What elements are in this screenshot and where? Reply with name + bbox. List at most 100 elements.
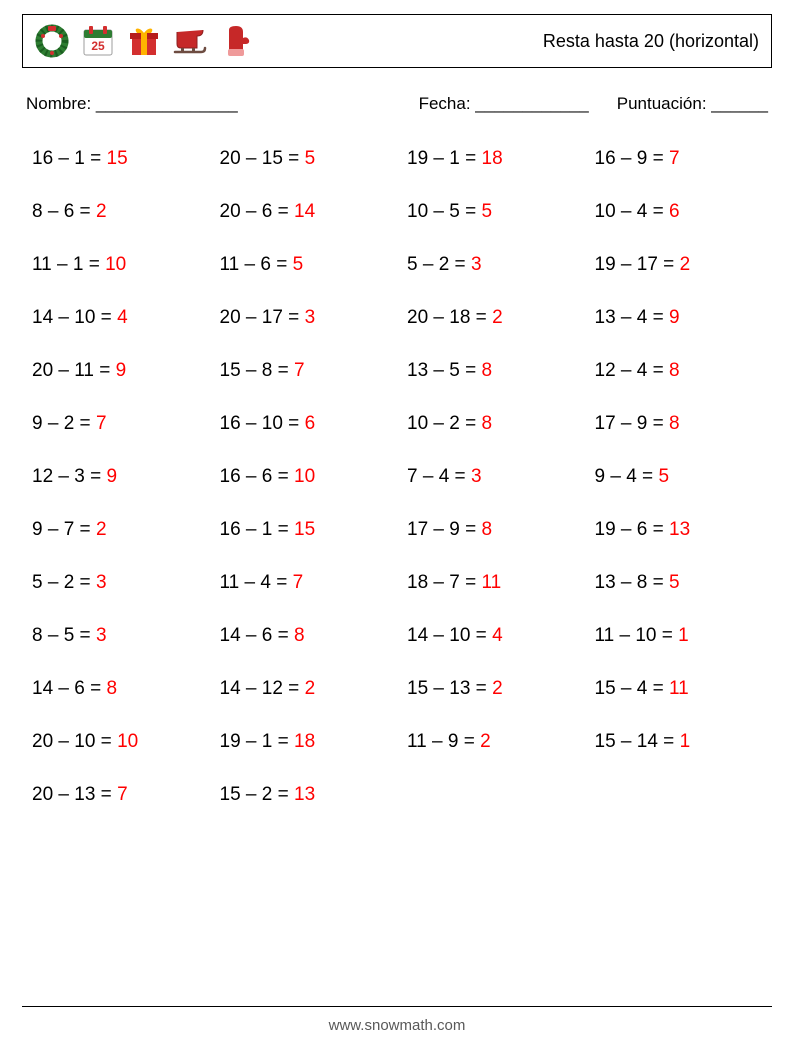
operand-b: 7 (449, 572, 460, 593)
problem-cell: 20 – 13 = 7 (32, 784, 210, 806)
answer: 8 (669, 360, 680, 381)
operand-b: 6 (262, 625, 273, 646)
operand-b: 8 (262, 360, 273, 381)
operand-a: 11 (407, 731, 427, 752)
problem-cell: 10 – 4 = 6 (595, 201, 773, 223)
answer: 15 (107, 148, 128, 169)
operand-a: 10 (595, 201, 616, 222)
sleigh-icon (173, 24, 207, 58)
operand-a: 20 (32, 731, 53, 752)
info-row: Nombre: _______________ Fecha: _________… (22, 94, 772, 114)
operand-b: 17 (262, 307, 283, 328)
answer: 8 (482, 360, 493, 381)
answer: 3 (471, 254, 482, 275)
operand-b: 4 (626, 466, 637, 487)
answer: 2 (680, 254, 691, 275)
operand-a: 9 (32, 413, 43, 434)
problem-cell: 5 – 2 = 3 (407, 254, 585, 276)
answer: 5 (658, 466, 669, 487)
answer: 8 (294, 625, 305, 646)
operand-a: 10 (407, 413, 428, 434)
answer: 10 (117, 731, 138, 752)
answer: 7 (294, 360, 305, 381)
operand-b: 14 (637, 731, 658, 752)
operand-b: 17 (637, 254, 658, 275)
operand-a: 14 (32, 678, 53, 699)
problem-cell: 15 – 8 = 7 (220, 360, 398, 382)
operand-b: 6 (637, 519, 648, 540)
operand-b: 1 (73, 254, 84, 275)
answer: 7 (96, 413, 107, 434)
answer: 1 (680, 731, 691, 752)
operand-b: 4 (637, 360, 648, 381)
answer: 9 (116, 360, 127, 381)
footer-text: www.snowmath.com (22, 1007, 772, 1050)
operand-a: 9 (595, 466, 606, 487)
operand-b: 2 (64, 572, 75, 593)
answer: 8 (107, 678, 118, 699)
problem-cell: 19 – 1 = 18 (407, 148, 585, 170)
operand-b: 15 (262, 148, 283, 169)
problem-cell: 17 – 9 = 8 (407, 519, 585, 541)
answer: 8 (482, 519, 493, 540)
operand-a: 14 (220, 678, 241, 699)
problem-cell: 16 – 10 = 6 (220, 413, 398, 435)
calendar-icon: 25 (81, 24, 115, 58)
answer: 7 (293, 572, 304, 593)
answer: 2 (96, 201, 107, 222)
operand-b: 9 (448, 731, 459, 752)
problem-cell: 13 – 8 = 5 (595, 572, 773, 594)
problem-cell: 20 – 6 = 14 (220, 201, 398, 223)
mitten-icon (219, 24, 253, 58)
operand-b: 9 (637, 148, 648, 169)
worksheet-title: Resta hasta 20 (horizontal) (543, 31, 759, 52)
problem-cell: 10 – 5 = 5 (407, 201, 585, 223)
problem-cell: 11 – 10 = 1 (595, 625, 773, 647)
operand-b: 2 (262, 784, 273, 805)
operand-b: 12 (262, 678, 283, 699)
operand-a: 12 (595, 360, 616, 381)
problem-cell: 11 – 9 = 2 (407, 731, 585, 753)
problem-cell: 12 – 3 = 9 (32, 466, 210, 488)
problem-cell: 5 – 2 = 3 (32, 572, 210, 594)
operand-b: 6 (262, 466, 273, 487)
operand-a: 20 (32, 784, 53, 805)
answer: 9 (107, 466, 118, 487)
operand-a: 13 (595, 572, 616, 593)
operand-a: 19 (220, 731, 241, 752)
operand-b: 11 (74, 360, 94, 381)
problem-cell: 20 – 10 = 10 (32, 731, 210, 753)
operand-b: 10 (74, 731, 95, 752)
gift-icon (127, 24, 161, 58)
answer: 7 (669, 148, 680, 169)
answer: 2 (480, 731, 491, 752)
operand-a: 11 (32, 254, 52, 275)
answer: 13 (294, 784, 315, 805)
operand-b: 10 (74, 307, 95, 328)
problem-cell: 14 – 10 = 4 (407, 625, 585, 647)
problem-cell: 18 – 7 = 11 (407, 572, 585, 594)
operand-a: 19 (407, 148, 428, 169)
operand-a: 17 (407, 519, 428, 540)
icon-row: 25 (35, 24, 253, 58)
problem-cell: 17 – 9 = 8 (595, 413, 773, 435)
operand-b: 2 (449, 413, 460, 434)
operand-a: 13 (407, 360, 428, 381)
operand-a: 16 (595, 148, 616, 169)
answer: 8 (482, 413, 493, 434)
operand-b: 10 (262, 413, 283, 434)
answer: 18 (294, 731, 315, 752)
name-label: Nombre: _______________ (26, 94, 238, 114)
operand-a: 13 (595, 307, 616, 328)
operand-b: 9 (449, 519, 460, 540)
answer: 10 (294, 466, 315, 487)
score-label: Puntuación: ______ (617, 94, 768, 114)
operand-b: 5 (449, 360, 460, 381)
operand-a: 14 (32, 307, 53, 328)
answer: 2 (492, 307, 503, 328)
answer: 3 (96, 625, 107, 646)
info-right: Fecha: ____________ Puntuación: ______ (419, 94, 768, 114)
operand-b: 13 (74, 784, 95, 805)
operand-b: 4 (637, 678, 648, 699)
operand-a: 15 (220, 360, 241, 381)
